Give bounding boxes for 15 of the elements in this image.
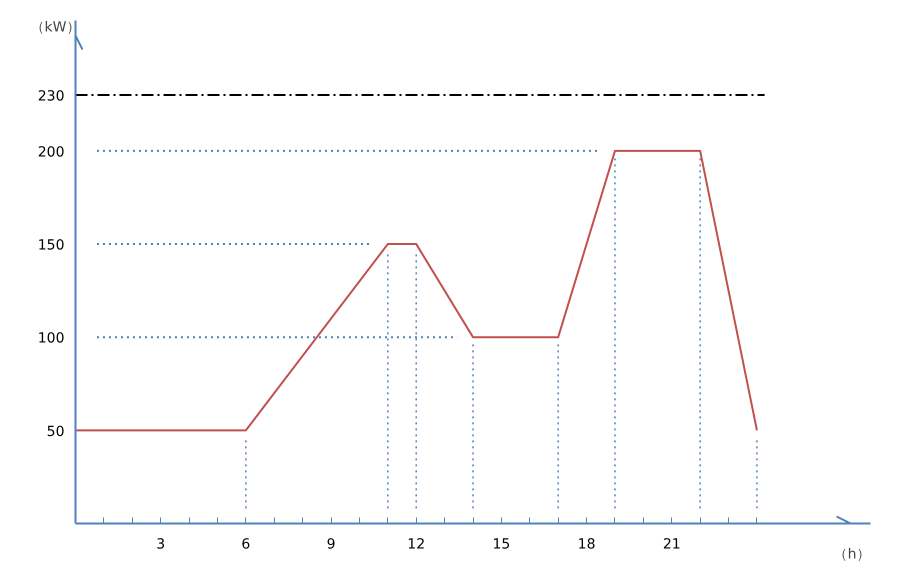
x-tick-label: 18	[578, 536, 596, 552]
line-series	[76, 150, 758, 432]
y-axis-title: （kW）	[30, 20, 80, 36]
x-tick-label: 12	[407, 536, 426, 552]
y-tick-label: 100	[38, 330, 65, 347]
x-tick-label: 3	[156, 536, 166, 552]
y-tick-label: 230	[38, 88, 65, 105]
y-tick-label: 200	[38, 144, 65, 160]
x-tick-label: 15	[492, 536, 510, 552]
y-tick-label: 50	[46, 424, 65, 440]
x-tick-label: 9	[326, 536, 336, 552]
x-axis-title: （h）	[834, 546, 870, 562]
x-tick-label: 21	[662, 536, 681, 552]
y-tick-label: 150	[38, 238, 65, 254]
x-tick-label: 6	[241, 536, 250, 552]
